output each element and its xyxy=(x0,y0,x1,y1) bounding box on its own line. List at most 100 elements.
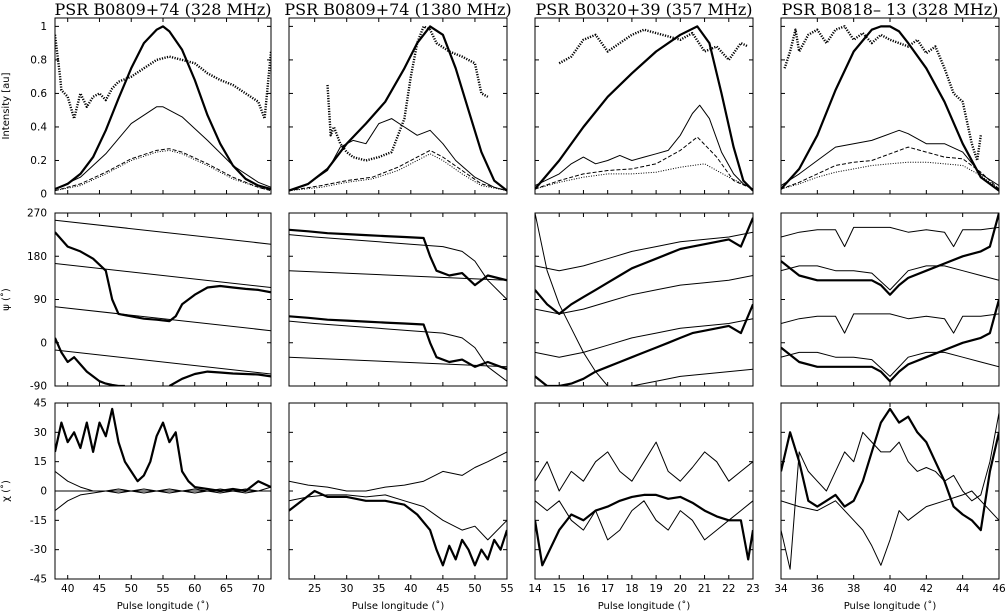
y-tick-label: 0.8 xyxy=(30,54,47,66)
series-line-3 xyxy=(781,490,999,566)
series-line-4 xyxy=(535,163,753,190)
series-line-6 xyxy=(55,337,125,386)
x-tick-label: 17 xyxy=(601,583,614,595)
x-tick-label: 21 xyxy=(698,583,711,595)
series-line-1 xyxy=(289,228,507,287)
series-line-6 xyxy=(781,351,999,377)
row1-ylabel: Intensity [au] xyxy=(1,72,12,139)
x-tick-label: 38 xyxy=(847,583,860,595)
panel-title-3: PSR B0320+39 (357 MHz) xyxy=(535,0,752,19)
series-line-1 xyxy=(535,25,753,192)
series-line-5 xyxy=(783,25,982,162)
x-tick-label: 35 xyxy=(372,583,385,595)
series-line-1 xyxy=(289,489,507,567)
x-tick-label: 23 xyxy=(746,583,759,595)
series-line-5 xyxy=(558,28,749,65)
y-tick-label: 45 xyxy=(34,398,47,410)
panel-frame xyxy=(534,17,754,195)
panel-psi-1: -90 0 90 180 270 xyxy=(27,208,272,393)
panel-chi-1: 40 45 50 55 60 65 70 -45 -30 -15 0 15 30 45 xyxy=(30,398,272,595)
x-tick-label: 36 xyxy=(811,583,825,595)
y-tick-label: 0 xyxy=(40,337,47,349)
series-line-2 xyxy=(289,315,507,371)
series-line-6 xyxy=(289,320,507,382)
series-line-3 xyxy=(781,226,999,248)
y-tick-label: 30 xyxy=(34,427,47,439)
x-tick-label: 60 xyxy=(188,583,201,595)
series-line-1 xyxy=(535,217,753,315)
x-tick-label: 55 xyxy=(156,583,169,595)
x-tick-label: 19 xyxy=(649,583,662,595)
panel-title-1: PSR B0809+74 (328 MHz) xyxy=(54,0,271,19)
x-tick-label: 30 xyxy=(340,583,353,595)
series-line-5 xyxy=(289,234,507,300)
series-line-3 xyxy=(55,306,271,332)
series-line-3 xyxy=(535,500,753,541)
series-line-2 xyxy=(289,118,507,192)
panel-frame xyxy=(54,212,272,387)
x-tick-label: 44 xyxy=(956,583,970,595)
x-tick-label: 45 xyxy=(436,583,449,595)
x-tick-label: 18 xyxy=(625,583,638,595)
series-line-4 xyxy=(535,318,753,358)
series-line-2 xyxy=(781,412,999,570)
y-tick-label: -90 xyxy=(30,381,47,393)
x-tick-label: 40 xyxy=(404,583,417,595)
panel-intensity-2 xyxy=(288,17,508,195)
series-line-4 xyxy=(289,153,507,192)
y-tick-label: 0 xyxy=(40,486,47,498)
x-tick-label: 22 xyxy=(722,583,735,595)
panel-chi-2: 25 30 35 40 45 50 55 xyxy=(288,402,514,595)
panel-chi-3: 14 15 16 17 18 19 20 21 22 23 xyxy=(528,402,760,595)
x-tick-label: 15 xyxy=(553,583,566,595)
x-tick-label: 20 xyxy=(674,583,687,595)
series-line-3 xyxy=(289,149,507,192)
panel-frame xyxy=(780,212,1000,387)
series-line-2 xyxy=(535,104,753,190)
series-line-4 xyxy=(781,313,999,334)
series-line-3 xyxy=(55,148,271,192)
x-axis-label-2: Pulse longitude (˚) xyxy=(352,600,445,612)
panel-intensity-4 xyxy=(780,17,1000,195)
x-tick-label: 55 xyxy=(500,583,513,595)
y-tick-label: -30 xyxy=(30,544,47,556)
series-line-3 xyxy=(535,136,753,190)
panel-frame xyxy=(288,212,508,387)
x-tick-label: 70 xyxy=(252,583,265,595)
panel-title-4: PSR B0818– 13 (328 MHz) xyxy=(782,0,999,19)
y-tick-label: 0.6 xyxy=(30,88,47,100)
series-line-7 xyxy=(631,368,753,386)
series-line-5 xyxy=(55,231,271,323)
series-line-6 xyxy=(535,213,609,386)
panel-intensity-1: 0 0.2 0.4 0.6 0.8 1 xyxy=(30,17,272,201)
panel-intensity-3 xyxy=(534,17,754,195)
series-line-3 xyxy=(535,231,753,272)
row2-ylabel: ψ (˚) xyxy=(0,288,12,311)
series-line-2 xyxy=(55,106,271,190)
panel-chi-4: 34 36 38 40 42 44 46 xyxy=(774,402,1006,595)
series-line-3 xyxy=(781,146,999,190)
y-tick-label: -45 xyxy=(30,574,47,586)
y-tick-label: 90 xyxy=(34,294,47,306)
x-tick-label: 45 xyxy=(93,583,106,595)
y-tick-label: 180 xyxy=(27,251,47,263)
series-line-2 xyxy=(535,441,753,492)
y-tick-label: -15 xyxy=(30,515,47,527)
x-tick-label: 34 xyxy=(774,583,788,595)
series-line-1 xyxy=(535,493,753,567)
x-tick-label: 25 xyxy=(308,583,321,595)
panel-psi-3 xyxy=(534,212,754,387)
series-line-3 xyxy=(289,270,507,281)
series-line-2 xyxy=(55,263,271,288)
x-tick-label: 46 xyxy=(992,583,1006,595)
series-line-1 xyxy=(55,407,271,493)
series-line-4 xyxy=(55,149,271,192)
series-line-2 xyxy=(535,303,753,386)
series-line-1 xyxy=(781,213,999,296)
series-line-1 xyxy=(55,219,271,245)
x-tick-label: 65 xyxy=(220,583,233,595)
x-tick-label: 40 xyxy=(883,583,896,595)
y-tick-label: 1 xyxy=(40,21,47,33)
x-axis-label-3: Pulse longitude (˚) xyxy=(598,600,691,612)
series-line-7 xyxy=(168,370,271,386)
